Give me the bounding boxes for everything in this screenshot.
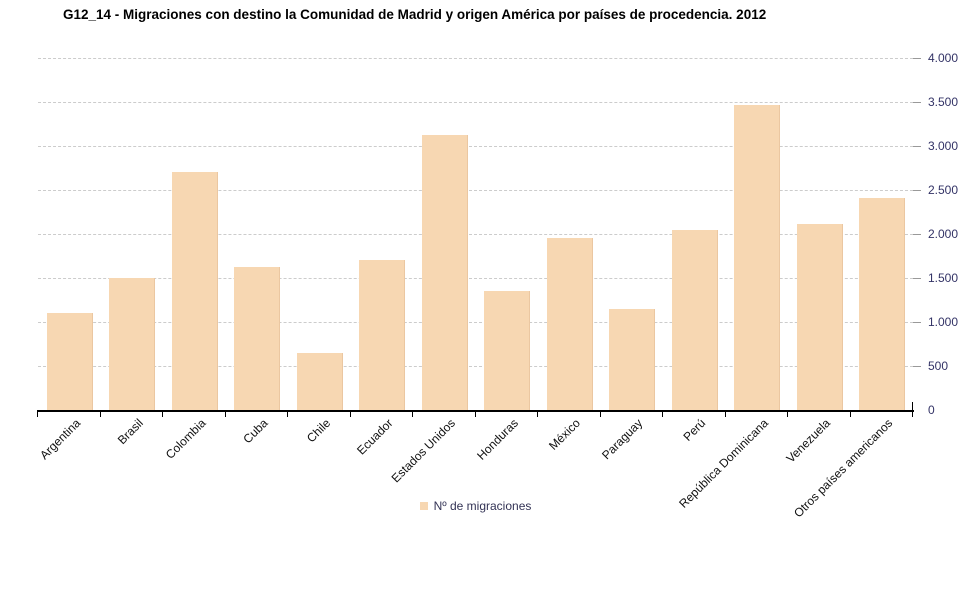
x-axis-line <box>37 410 914 412</box>
x-category-label: Argentina <box>36 416 84 463</box>
x-category-label: Paraguay <box>599 416 646 463</box>
x-category-label: Venezuela <box>783 416 834 466</box>
bar <box>359 260 406 410</box>
bar <box>484 291 531 410</box>
x-axis-tick <box>537 412 538 417</box>
x-axis-tick <box>349 412 351 417</box>
y-tick-label: 4.000 <box>928 51 959 65</box>
x-category-label: México <box>546 416 584 453</box>
y-axis-tick <box>913 366 921 367</box>
y-axis-zero-tick <box>912 402 913 410</box>
x-axis-tick <box>724 412 726 417</box>
chart-title: G12_14 - Migraciones con destino la Comu… <box>63 7 767 22</box>
gridline <box>38 102 913 103</box>
bar <box>296 352 343 410</box>
legend-label: Nº de migraciones <box>433 499 532 513</box>
bar <box>421 135 468 410</box>
bar <box>171 171 218 410</box>
x-category-label: Ecuador <box>354 416 396 458</box>
x-axis-tick <box>99 412 101 417</box>
x-category-label: Chile <box>303 416 334 446</box>
y-tick-label: 1.500 <box>928 271 959 285</box>
x-category-label: Estados Unidos <box>388 416 459 486</box>
gridline <box>38 278 913 279</box>
bar <box>859 197 906 410</box>
bar <box>796 224 843 410</box>
x-axis-tick <box>224 412 226 417</box>
gridline <box>38 322 913 323</box>
bar <box>46 313 93 410</box>
x-category-label: Honduras <box>473 416 521 463</box>
y-tick-label: 3.000 <box>928 139 959 153</box>
gridline <box>38 234 913 235</box>
x-axis-tick <box>849 412 851 417</box>
y-axis-tick <box>913 322 921 323</box>
x-axis-tick <box>787 412 788 417</box>
y-axis-tick <box>913 278 921 279</box>
y-axis-tick <box>913 58 921 59</box>
gridline <box>38 366 913 367</box>
x-axis-tick <box>287 412 288 417</box>
y-axis-tick <box>913 234 921 235</box>
x-axis-tick <box>474 412 476 417</box>
bar <box>671 229 718 410</box>
legend-swatch-icon <box>419 502 428 510</box>
gridline <box>38 190 913 191</box>
x-axis-tick <box>662 412 663 417</box>
gridline <box>38 146 913 147</box>
x-category-label: Perú <box>680 416 709 444</box>
gridline <box>38 58 913 59</box>
y-tick-label: 2.500 <box>928 183 959 197</box>
x-category-label: Brasil <box>114 416 146 448</box>
y-tick-label: 500 <box>928 359 949 373</box>
y-tick-label: 1.000 <box>928 315 959 329</box>
bar <box>234 266 281 410</box>
bar <box>734 104 781 410</box>
x-axis-tick <box>412 412 413 417</box>
y-axis-tick <box>913 190 921 191</box>
y-axis-tick <box>913 146 921 147</box>
x-category-label: Colombia <box>162 416 209 462</box>
legend: Nº de migraciones <box>38 499 913 513</box>
y-axis-tick <box>913 102 921 103</box>
bar <box>609 308 656 410</box>
bar <box>546 238 593 410</box>
x-axis-tick <box>912 412 913 417</box>
x-category-label: Cuba <box>240 416 271 447</box>
x-axis-tick <box>162 412 163 417</box>
y-tick-label: 3.500 <box>928 95 959 109</box>
y-tick-label: 2.000 <box>928 227 959 241</box>
bar <box>109 278 156 410</box>
plot-area <box>38 58 921 410</box>
x-axis-tick <box>37 412 38 417</box>
y-tick-label: 0 <box>928 403 935 417</box>
x-axis-tick <box>599 412 601 417</box>
